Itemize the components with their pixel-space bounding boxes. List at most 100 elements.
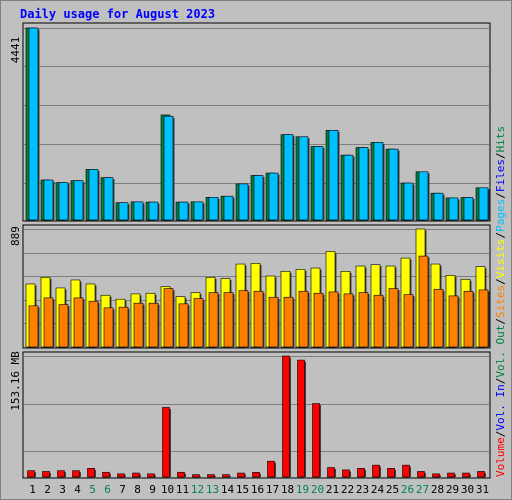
- legend-entry: Sites: [494, 285, 507, 318]
- bar-files-day-9: [148, 201, 159, 221]
- bar-sites-day-17: [268, 296, 279, 348]
- bar-files-day-3: [58, 182, 69, 221]
- bar-sites-day-14: [223, 292, 234, 348]
- x-tick-label: 2: [44, 483, 51, 496]
- bar-files-day-20: [313, 146, 324, 221]
- bar-volume-day-26: [402, 464, 410, 478]
- bar-volume-day-31: [477, 471, 485, 478]
- legend-entry: /: [494, 378, 507, 385]
- bar-volume-day-24: [372, 464, 380, 478]
- bar-sites-day-21: [328, 291, 339, 348]
- legend-text: Volume/Vol. In/Vol. Out/Sites/Visits/Pag…: [494, 126, 507, 477]
- bar-volume-day-23: [357, 468, 365, 478]
- bar-files-day-26: [403, 182, 414, 221]
- x-tick-label: 14: [221, 483, 235, 496]
- bar-files-day-2: [43, 179, 54, 221]
- x-tick-label: 21: [326, 483, 339, 496]
- bar-volume-day-20: [312, 403, 320, 478]
- x-tick-label: 19: [296, 483, 309, 496]
- bar-sites-day-20: [313, 292, 324, 348]
- bar-volume-day-9: [147, 473, 155, 478]
- legend-entry: Vol. Out: [494, 325, 507, 378]
- bar-files-day-4: [73, 180, 84, 221]
- bar-files-day-27: [418, 171, 429, 221]
- bar-files-day-22: [343, 154, 354, 221]
- bar-volume-day-1: [27, 470, 35, 478]
- bar-sites-day-10: [163, 288, 174, 348]
- x-tick-label: 4: [74, 483, 81, 496]
- bar-volume-day-10: [162, 407, 170, 478]
- bar-files-day-10: [163, 115, 174, 221]
- legend-right: Volume/Vol. In/Vol. Out/Sites/Visits/Pag…: [494, 126, 507, 477]
- x-tick-label: 6: [104, 483, 111, 496]
- bar-volume-day-5: [87, 468, 95, 478]
- bar-files-day-31: [478, 187, 489, 221]
- bar-files-day-7: [118, 202, 129, 221]
- legend-entry: /: [494, 318, 507, 325]
- bar-volume-day-27: [417, 471, 425, 478]
- legend-entry: /: [494, 192, 507, 199]
- bar-sites-day-1: [28, 305, 39, 348]
- bar-sites-day-9: [148, 302, 159, 348]
- x-tick-label: 31: [476, 483, 489, 496]
- x-tick-label: 23: [356, 483, 369, 496]
- legend-entry: Vol. In: [494, 384, 507, 430]
- x-tick-label: 16: [251, 483, 264, 496]
- bar-files-day-16: [253, 175, 264, 221]
- bar-volume-day-12: [192, 474, 200, 478]
- bar-sites-day-25: [388, 288, 399, 348]
- bar-volume-day-4: [72, 470, 80, 478]
- bar-volume-day-6: [102, 471, 110, 478]
- bar-sites-day-8: [133, 302, 144, 348]
- bar-files-day-13: [208, 197, 219, 221]
- bar-sites-day-23: [358, 292, 369, 348]
- bar-sites-day-5: [88, 300, 99, 348]
- bar-files-day-24: [373, 142, 384, 221]
- middle-max-label: 889: [9, 226, 22, 246]
- bar-volume-day-17: [267, 460, 275, 478]
- bars: [25, 27, 490, 478]
- legend-entry: /: [494, 232, 507, 239]
- bar-sites-day-11: [178, 303, 189, 348]
- panel-bottom: [22, 351, 491, 479]
- x-tick-label: 1: [29, 483, 36, 496]
- bar-sites-day-7: [118, 306, 129, 348]
- x-tick-label: 13: [206, 483, 219, 496]
- bar-sites-day-13: [208, 292, 219, 348]
- bar-sites-day-18: [283, 296, 294, 348]
- x-tick-label: 11: [176, 483, 189, 496]
- x-tick-label: 22: [341, 483, 354, 496]
- legend-entry: Volume: [494, 437, 507, 477]
- bar-sites-day-27: [418, 255, 429, 348]
- bar-volume-day-25: [387, 468, 395, 478]
- bar-sites-day-31: [478, 289, 489, 348]
- x-axis-labels: 1 2 3 4 5 6 7 8 9 10 11 12 13 14 15 16 17 18 19 20 21 22 23 24 2…: [29, 483, 489, 496]
- x-tick-label: 20: [311, 483, 324, 496]
- bar-sites-day-3: [58, 304, 69, 348]
- bar-files-day-5: [88, 169, 99, 221]
- x-tick-label: 3: [59, 483, 66, 496]
- x-tick-label: 7: [119, 483, 126, 496]
- bar-sites-day-6: [103, 307, 114, 348]
- bar-sites-day-15: [238, 290, 249, 348]
- bar-files-day-28: [433, 192, 444, 221]
- bar-files-day-8: [133, 201, 144, 221]
- bar-volume-day-28: [432, 473, 440, 478]
- bar-sites-day-16: [253, 290, 264, 348]
- bar-volume-day-14: [222, 474, 230, 478]
- bar-volume-day-13: [207, 474, 215, 478]
- bar-sites-day-22: [343, 293, 354, 348]
- bar-files-day-15: [238, 183, 249, 221]
- x-tick-label: 18: [281, 483, 294, 496]
- bar-files-day-18: [283, 134, 294, 221]
- x-tick-label: 17: [266, 483, 279, 496]
- bar-volume-day-3: [57, 470, 65, 478]
- bar-files-day-11: [178, 201, 189, 221]
- bar-sites-day-24: [373, 294, 384, 348]
- legend-entry: /: [494, 431, 507, 438]
- x-tick-label: 8: [134, 483, 141, 496]
- x-tick-label: 5: [89, 483, 96, 496]
- bar-sites-day-28: [433, 288, 444, 348]
- bar-files-day-17: [268, 172, 279, 221]
